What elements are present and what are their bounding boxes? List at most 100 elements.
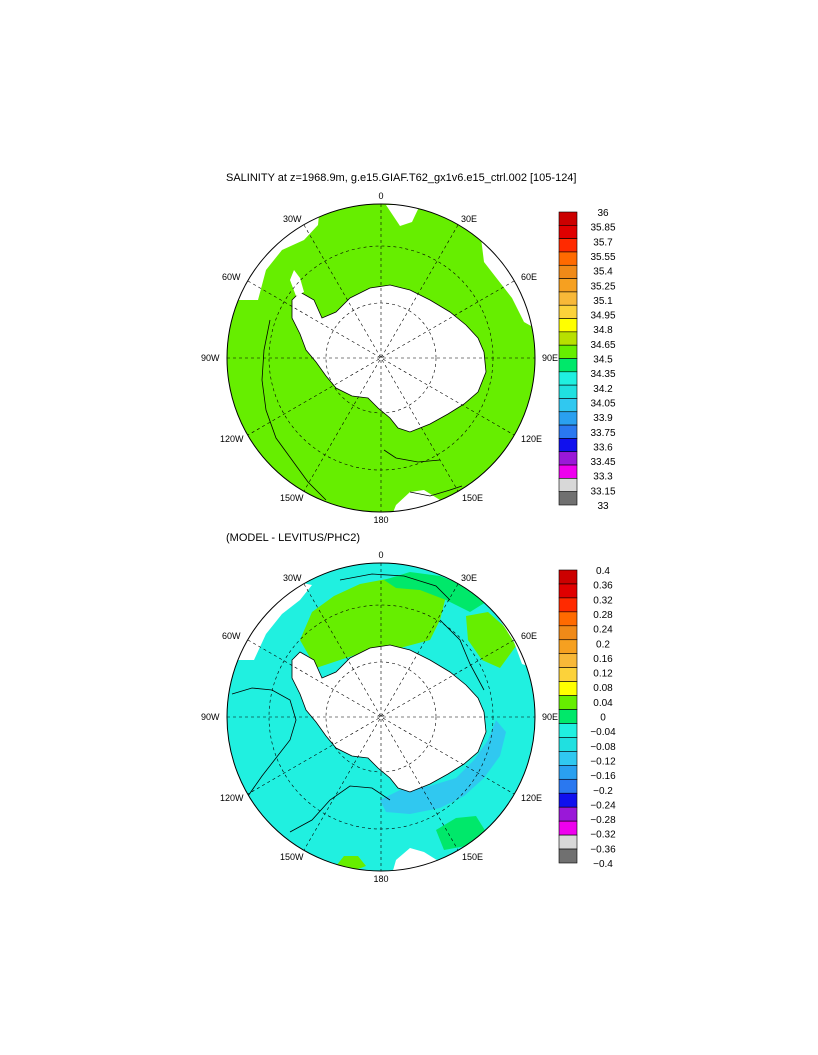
bottom-lon-120w: 120W [220, 793, 244, 803]
top-colorbar-swatch [558, 371, 578, 386]
bottom-lon-90e: 90E [542, 712, 558, 722]
top-map-border [226, 203, 536, 513]
bottom-colorbar-swatch [558, 723, 578, 738]
top-colorbar-swatch [558, 398, 578, 413]
bottom-lon-60e: 60E [521, 631, 537, 641]
bottom-colorbar-label: 0.36 [593, 581, 613, 592]
top-colorbar-swatch [558, 358, 578, 373]
top-colorbar-label: 34.5 [593, 355, 613, 366]
top-lon-180: 180 [373, 515, 388, 525]
bottom-colorbar-swatch [558, 625, 578, 641]
bottom-colorbar-swatch [558, 681, 578, 696]
top-colorbar-swatch [558, 344, 578, 359]
bottom-colorbar-label: −0.04 [590, 727, 616, 738]
top-lon-30e: 30E [461, 214, 477, 224]
bottom-colorbar-label: −0.12 [590, 756, 616, 767]
bottom-colorbar-swatch [558, 848, 578, 864]
top-colorbar-label: 33.75 [590, 428, 615, 439]
bottom-colorbar-label: 0.4 [596, 566, 610, 577]
top-colorbar-swatch [558, 291, 578, 306]
top-lon-60w: 60W [222, 272, 241, 282]
top-contour-west [261, 319, 327, 501]
top-colorbar-swatch [558, 464, 578, 479]
top-colorbar-label: 35.55 [590, 252, 615, 263]
top-colorbar-swatch [558, 225, 578, 239]
bottom-lon-90w: 90W [201, 712, 220, 722]
bottom-colorbar-label: −0.08 [590, 742, 616, 753]
bottom-contour-4 [439, 619, 485, 691]
top-colorbar-swatch [558, 438, 578, 453]
top-colorbar-label: 35.7 [593, 237, 613, 248]
bottom-positive-region [300, 578, 446, 668]
bottom-lon-60w: 60W [222, 631, 241, 641]
top-contour-southeast [409, 485, 463, 497]
bottom-colorbar-label: −0.4 [593, 859, 613, 870]
bottom-colorbar-label: 0.32 [593, 595, 613, 606]
bottom-map: 0 30E 60E 90E 120E 150E 180 150W 120W 90… [201, 550, 558, 884]
top-lon-150e: 150E [462, 493, 483, 503]
bottom-antarctica-land [291, 644, 487, 793]
top-colorbar-label: 35.1 [593, 296, 613, 307]
bottom-lon-180: 180 [373, 874, 388, 884]
top-colorbar-label: 33.15 [590, 486, 615, 497]
bottom-colorbar-label: 0.12 [593, 669, 613, 680]
bottom-colorbar-swatch [558, 639, 578, 655]
bottom-colorbar-swatch [558, 820, 578, 836]
bottom-colorbar-swatch [558, 792, 578, 808]
top-colorbar-label: 34.35 [590, 369, 615, 380]
top-colorbar-swatch [558, 451, 578, 466]
top-contour-south [383, 449, 441, 463]
top-antarctica-land [291, 284, 487, 433]
top-colorbar-label: 33.9 [593, 413, 613, 424]
top-lon-120w: 120W [220, 434, 244, 444]
bottom-colorbar-swatch [558, 751, 578, 766]
bottom-colorbar-label: 0.2 [596, 639, 610, 650]
bottom-colorbar-swatch [558, 778, 578, 794]
top-colorbar-label: 34.8 [593, 325, 613, 336]
top-colorbar-label: 33 [597, 501, 609, 512]
top-lon-90e: 90E [542, 353, 558, 363]
bottom-contour-3 [339, 573, 451, 601]
top-colorbar-label: 35.25 [590, 281, 615, 292]
bottom-colorbar-label: −0.2 [593, 786, 613, 797]
top-peninsula-land [290, 270, 304, 296]
bottom-colorbar-swatch [558, 611, 578, 627]
top-colorbar-label: 34.95 [590, 311, 615, 322]
top-colorbar: 36 35.85 35.7 35.55 35.4 35.25 35.1 34.95 34.8 34… [558, 208, 616, 512]
bottom-colorbar-label: −0.32 [590, 830, 616, 841]
top-colorbar-swatch [558, 318, 578, 333]
bottom-colorbar-label: 0 [600, 713, 606, 724]
bottom-colorbar-label: 0.04 [593, 698, 613, 709]
bottom-zero-band [384, 572, 486, 612]
top-colorbar-swatch [558, 278, 578, 293]
bottom-zero-band-southeast [436, 816, 486, 850]
bottom-lon-0: 0 [378, 550, 383, 560]
top-colorbar-swatch [558, 304, 578, 319]
top-colorbar-swatch [558, 491, 578, 506]
top-colorbar-swatch [558, 251, 578, 266]
top-missing-region-north [386, 205, 420, 226]
bottom-colorbar-label: −0.24 [590, 800, 616, 811]
top-lon-30w: 30W [283, 214, 302, 224]
top-lon-60e: 60E [521, 272, 537, 282]
bottom-lon-150w: 150W [280, 852, 304, 862]
bottom-colorbar-label: 0.16 [593, 654, 613, 665]
bottom-colorbar-swatch [558, 653, 578, 668]
top-colorbar-label: 34.2 [593, 384, 613, 395]
top-map: 0 30E 60E 90E 120E 150E 180 150W 120W 90… [201, 191, 558, 525]
top-lon-120e: 120E [521, 434, 542, 444]
top-lon-150w: 150W [280, 493, 304, 503]
top-colorbar-label: 35.85 [590, 223, 615, 234]
bottom-colorbar-swatch [558, 667, 578, 682]
bottom-colorbar-swatch [558, 583, 578, 599]
bottom-colorbar-label: 0.24 [593, 625, 613, 636]
top-colorbar-swatch [558, 331, 578, 346]
bottom-map-border [226, 562, 536, 872]
bottom-colorbar-label: −0.36 [590, 844, 616, 855]
bottom-colorbar-swatch [558, 569, 578, 585]
top-colorbar-label: 34.05 [590, 398, 615, 409]
bottom-contour-2 [289, 785, 391, 833]
bottom-colorbar: 0.4 0.36 0.32 0.28 0.24 0.2 0.16 0.12 0.08 0.04 0 −… [558, 566, 616, 870]
top-panel-title: SALINITY at z=1968.9m, g.e15.GIAF.T62_gx… [226, 172, 577, 184]
